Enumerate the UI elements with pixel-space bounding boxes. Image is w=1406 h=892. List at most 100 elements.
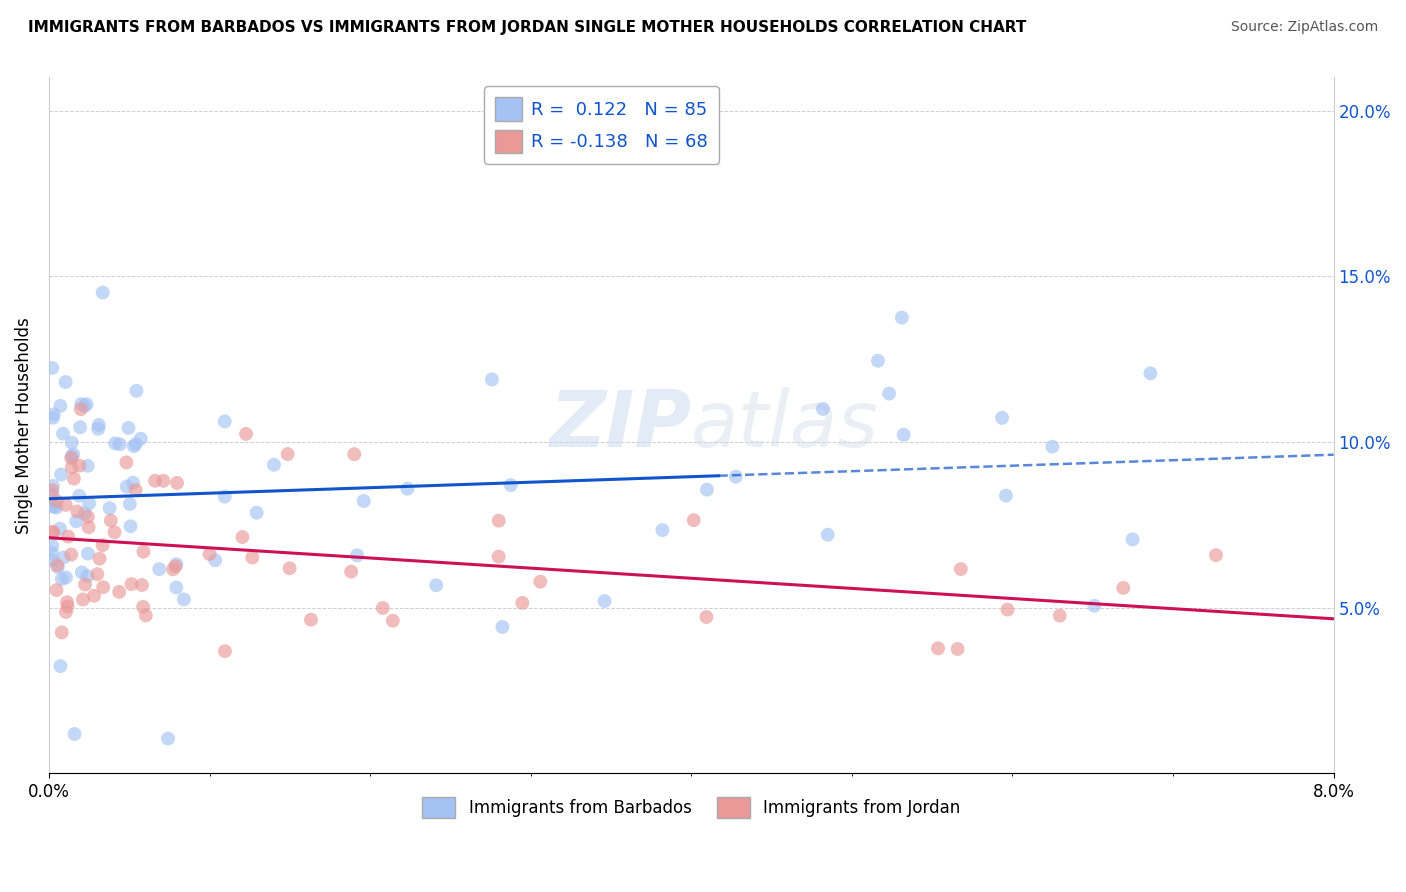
Point bbox=[49, 399, 72, 413]
Point bbox=[165, 559, 187, 574]
Point bbox=[488, 514, 510, 528]
Point bbox=[890, 310, 912, 325]
Point bbox=[67, 489, 90, 503]
Point bbox=[60, 435, 83, 450]
Point bbox=[152, 474, 174, 488]
Point bbox=[70, 402, 93, 417]
Point bbox=[49, 467, 72, 482]
Point bbox=[277, 447, 299, 461]
Point bbox=[214, 490, 236, 504]
Point bbox=[56, 595, 79, 609]
Point bbox=[42, 499, 65, 513]
Point bbox=[214, 644, 236, 658]
Point bbox=[682, 513, 704, 527]
Point bbox=[593, 594, 616, 608]
Point bbox=[396, 482, 419, 496]
Point bbox=[91, 538, 114, 552]
Point bbox=[353, 494, 375, 508]
Point bbox=[817, 527, 839, 541]
Point bbox=[488, 549, 510, 564]
Point bbox=[103, 525, 125, 540]
Point bbox=[73, 577, 96, 591]
Point bbox=[371, 601, 394, 615]
Point bbox=[51, 625, 73, 640]
Point bbox=[67, 458, 90, 473]
Point bbox=[122, 439, 145, 453]
Point bbox=[811, 401, 834, 416]
Point bbox=[41, 483, 63, 498]
Point bbox=[86, 567, 108, 582]
Point bbox=[76, 397, 98, 411]
Point bbox=[72, 592, 94, 607]
Legend: Immigrants from Barbados, Immigrants from Jordan: Immigrants from Barbados, Immigrants fro… bbox=[415, 790, 967, 824]
Point bbox=[696, 483, 718, 497]
Point bbox=[56, 599, 79, 614]
Point bbox=[104, 436, 127, 450]
Point bbox=[46, 558, 69, 573]
Point bbox=[381, 614, 404, 628]
Point bbox=[118, 497, 141, 511]
Point bbox=[949, 562, 972, 576]
Point bbox=[42, 408, 65, 422]
Point bbox=[42, 525, 65, 540]
Point bbox=[214, 414, 236, 428]
Point bbox=[55, 498, 77, 512]
Point bbox=[148, 562, 170, 576]
Point bbox=[87, 422, 110, 436]
Point bbox=[162, 562, 184, 576]
Point bbox=[55, 570, 77, 584]
Point bbox=[98, 501, 121, 516]
Point bbox=[997, 602, 1019, 616]
Point bbox=[117, 421, 139, 435]
Point bbox=[122, 475, 145, 490]
Point bbox=[115, 455, 138, 469]
Point bbox=[165, 581, 187, 595]
Point bbox=[129, 432, 152, 446]
Point bbox=[651, 523, 673, 537]
Point bbox=[866, 353, 889, 368]
Point bbox=[231, 530, 253, 544]
Point bbox=[994, 489, 1017, 503]
Point bbox=[49, 522, 72, 536]
Point bbox=[69, 420, 91, 434]
Point bbox=[173, 592, 195, 607]
Point bbox=[70, 566, 93, 580]
Point bbox=[115, 479, 138, 493]
Point bbox=[41, 487, 63, 501]
Point bbox=[346, 549, 368, 563]
Point bbox=[49, 659, 72, 673]
Point bbox=[132, 544, 155, 558]
Point bbox=[724, 469, 747, 483]
Text: IMMIGRANTS FROM BARBADOS VS IMMIGRANTS FROM JORDAN SINGLE MOTHER HOUSEHOLDS CORR: IMMIGRANTS FROM BARBADOS VS IMMIGRANTS F… bbox=[28, 20, 1026, 35]
Point bbox=[42, 500, 65, 514]
Point bbox=[65, 514, 87, 528]
Point bbox=[45, 500, 67, 515]
Point bbox=[156, 731, 179, 746]
Point bbox=[42, 479, 65, 493]
Point bbox=[242, 550, 264, 565]
Point bbox=[278, 561, 301, 575]
Point bbox=[100, 514, 122, 528]
Point bbox=[89, 551, 111, 566]
Point bbox=[41, 553, 63, 567]
Point bbox=[52, 550, 75, 565]
Point bbox=[491, 620, 513, 634]
Point bbox=[246, 506, 269, 520]
Point bbox=[235, 426, 257, 441]
Point bbox=[77, 520, 100, 534]
Point bbox=[56, 530, 79, 544]
Point bbox=[62, 447, 84, 461]
Point bbox=[60, 450, 83, 465]
Point bbox=[41, 524, 63, 539]
Point bbox=[41, 361, 63, 376]
Point bbox=[52, 426, 75, 441]
Point bbox=[121, 577, 143, 591]
Point bbox=[83, 589, 105, 603]
Point bbox=[198, 547, 221, 561]
Point bbox=[204, 553, 226, 567]
Point bbox=[73, 399, 96, 413]
Point bbox=[1083, 599, 1105, 613]
Point bbox=[499, 478, 522, 492]
Point bbox=[124, 483, 146, 497]
Text: Source: ZipAtlas.com: Source: ZipAtlas.com bbox=[1230, 20, 1378, 34]
